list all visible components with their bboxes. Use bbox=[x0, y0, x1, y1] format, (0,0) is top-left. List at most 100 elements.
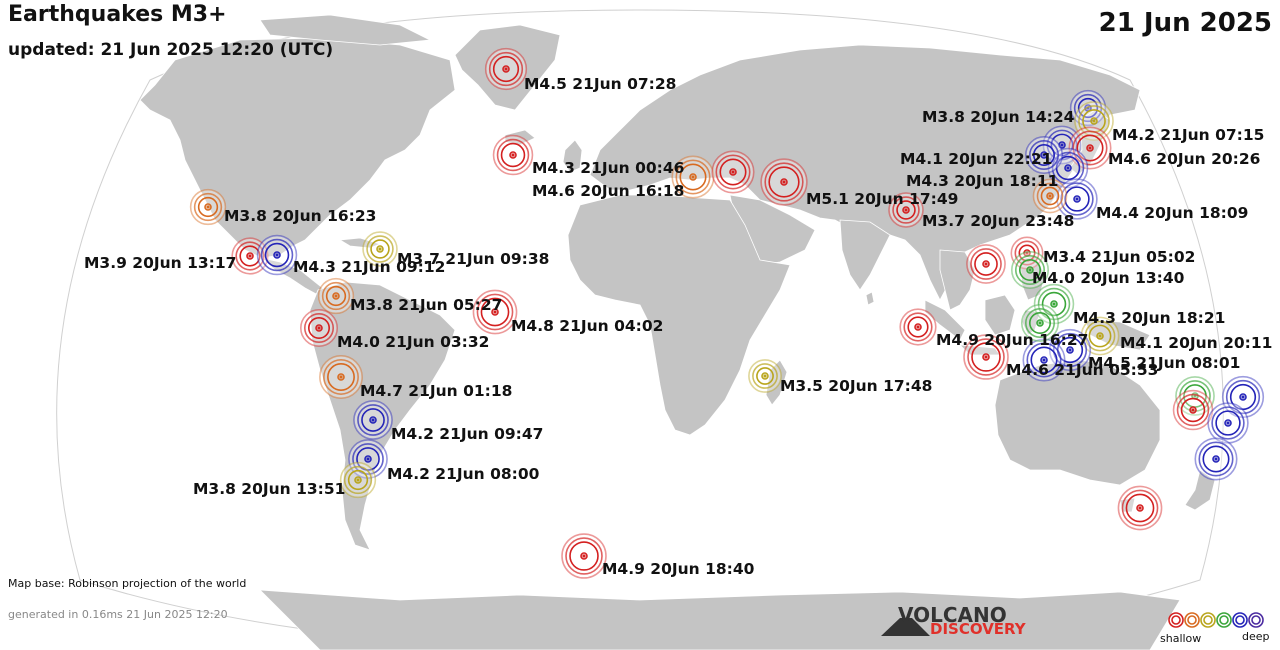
volcano-discovery-logo[interactable]: VOLCANO DISCOVERY bbox=[880, 603, 1040, 639]
earthquake-marker[interactable] bbox=[484, 47, 528, 91]
indochina bbox=[939, 249, 976, 311]
earthquake-label: M4.2 21Jun 07:15 bbox=[1112, 126, 1265, 144]
earthquake-label: M4.5 21Jun 08:01 bbox=[1088, 354, 1241, 372]
earthquake-marker[interactable] bbox=[299, 308, 338, 347]
earthquake-marker[interactable] bbox=[362, 231, 398, 267]
earthquake-label: M3.8 21Jun 05:27 bbox=[350, 296, 503, 314]
earthquake-label: M4.3 21Jun 00:46 bbox=[532, 159, 685, 177]
antarctica bbox=[258, 589, 1181, 650]
earthquake-label: M4.5 21Jun 07:28 bbox=[524, 75, 677, 93]
earthquake-marker[interactable] bbox=[966, 244, 1006, 284]
earthquake-label: M4.0 21Jun 03:32 bbox=[337, 333, 490, 351]
depth-legend-marks bbox=[1168, 612, 1264, 628]
earthquake-label: M4.3 21Jun 09:12 bbox=[293, 258, 446, 276]
earthquake-marker[interactable] bbox=[1056, 178, 1098, 220]
earthquake-marker[interactable] bbox=[231, 237, 269, 275]
legend-depth-ring bbox=[1251, 615, 1261, 625]
earthquake-marker[interactable] bbox=[348, 439, 388, 479]
generated-note: generated in 0.16ms 21 Jun 2025 12:20 bbox=[8, 608, 228, 621]
earthquake-marker[interactable] bbox=[1074, 101, 1114, 141]
new-zealand bbox=[1184, 469, 1216, 511]
earthquake-marker[interactable] bbox=[353, 400, 393, 440]
earthquake-label: M4.2 21Jun 09:47 bbox=[391, 425, 544, 443]
earthquake-marker[interactable] bbox=[492, 134, 534, 176]
africa bbox=[567, 194, 791, 436]
logo-text-discovery: DISCOVERY bbox=[930, 620, 1026, 638]
earthquake-marker[interactable] bbox=[1080, 316, 1120, 356]
earthquake-marker[interactable] bbox=[1042, 125, 1082, 165]
earthquake-marker[interactable] bbox=[319, 355, 363, 399]
caribbean bbox=[338, 237, 382, 249]
earthquake-marker[interactable] bbox=[561, 533, 607, 579]
earthquake-marker[interactable] bbox=[1025, 136, 1064, 175]
earthquake-label: M4.3 20Jun 18:11 bbox=[906, 172, 1059, 190]
earthquake-marker[interactable] bbox=[256, 234, 298, 276]
earthquake-label: M3.8 20Jun 16:23 bbox=[224, 207, 377, 225]
earthquake-marker[interactable] bbox=[899, 308, 937, 346]
volcano-logo-icon bbox=[881, 618, 930, 636]
earthquake-marker[interactable] bbox=[472, 289, 518, 335]
iceland bbox=[504, 129, 536, 146]
earthquake-marker[interactable] bbox=[339, 461, 377, 499]
earthquake-label: M3.4 21Jun 05:02 bbox=[1043, 248, 1196, 266]
legend-shallow-label: shallow bbox=[1160, 632, 1202, 645]
earthquake-marker[interactable] bbox=[1022, 338, 1066, 382]
earthquake-label: M5.1 20Jun 17:49 bbox=[806, 190, 959, 208]
earthquake-label: M4.1 20Jun 20:11 bbox=[1120, 334, 1273, 352]
earthquake-marker[interactable] bbox=[888, 192, 924, 228]
australia bbox=[994, 359, 1161, 486]
earthquake-marker[interactable] bbox=[1172, 389, 1214, 431]
earthquake-label: M4.3 20Jun 18:21 bbox=[1073, 309, 1226, 327]
earthquake-marker[interactable] bbox=[1068, 126, 1112, 170]
earthquake-marker[interactable] bbox=[1010, 251, 1049, 290]
arctic-islands bbox=[259, 14, 432, 46]
legend-depth-ring bbox=[1203, 615, 1213, 625]
earthquake-marker[interactable] bbox=[1207, 402, 1249, 444]
current-date: 21 Jun 2025 bbox=[1098, 8, 1272, 38]
borneo bbox=[984, 294, 1016, 336]
earthquake-marker[interactable] bbox=[189, 188, 227, 226]
legend-depth-ring bbox=[1248, 612, 1264, 628]
earthquake-label: M4.4 20Jun 18:09 bbox=[1096, 204, 1249, 222]
earthquake-marker[interactable] bbox=[963, 334, 1009, 380]
earthquake-marker[interactable] bbox=[748, 359, 782, 393]
earthquake-marker[interactable] bbox=[671, 155, 715, 199]
updated-timestamp: updated: 21 Jun 2025 12:20 (UTC) bbox=[8, 40, 334, 60]
earthquake-marker[interactable] bbox=[1020, 303, 1059, 342]
eurasia bbox=[589, 44, 1141, 301]
earthquake-label: M4.9 20Jun 16:27 bbox=[936, 331, 1089, 349]
legend-depth-ring bbox=[1235, 615, 1245, 625]
legend-depth-ring bbox=[1184, 612, 1200, 628]
legend-deep-label: deep bbox=[1242, 630, 1270, 643]
legend-depth-ring bbox=[1232, 612, 1248, 628]
earthquake-markers bbox=[189, 47, 1265, 579]
earthquake-label: M4.8 21Jun 04:02 bbox=[511, 317, 664, 335]
earthquake-label: M3.9 20Jun 13:17 bbox=[84, 254, 237, 272]
earthquake-label: M4.0 20Jun 13:40 bbox=[1032, 269, 1185, 287]
earthquake-label: M3.5 20Jun 17:48 bbox=[780, 377, 933, 395]
earthquake-marker[interactable] bbox=[1194, 437, 1238, 481]
earthquake-marker[interactable] bbox=[1117, 485, 1163, 531]
earthquake-marker[interactable] bbox=[317, 277, 355, 315]
legend-depth-ring bbox=[1216, 612, 1232, 628]
sumatra bbox=[924, 299, 966, 341]
earthquake-label: M4.6 20Jun 16:18 bbox=[532, 182, 685, 200]
page-title: Earthquakes M3+ bbox=[8, 2, 227, 27]
india bbox=[839, 219, 891, 291]
earthquake-label: M3.8 20Jun 14:24 bbox=[922, 108, 1075, 126]
earthquake-label: M4.6 21Jun 05:53 bbox=[1006, 361, 1159, 379]
earthquake-label: M3.7 20Jun 23:48 bbox=[922, 212, 1075, 230]
legend-depth-ring bbox=[1187, 615, 1197, 625]
uk bbox=[562, 139, 583, 173]
logo-text-volcano: VOLCANO bbox=[898, 603, 1007, 627]
north-america bbox=[139, 37, 456, 259]
sri-lanka bbox=[865, 291, 875, 306]
map-base-note: Map base: Robinson projection of the wor… bbox=[8, 577, 247, 590]
earthquake-marker[interactable] bbox=[1048, 328, 1092, 372]
earthquake-label: M3.8 20Jun 13:51 bbox=[193, 480, 346, 498]
earthquake-marker[interactable] bbox=[711, 150, 755, 194]
earthquake-marker[interactable] bbox=[760, 158, 808, 206]
legend-depth-ring bbox=[1200, 612, 1216, 628]
earthquake-marker[interactable] bbox=[1032, 178, 1068, 214]
